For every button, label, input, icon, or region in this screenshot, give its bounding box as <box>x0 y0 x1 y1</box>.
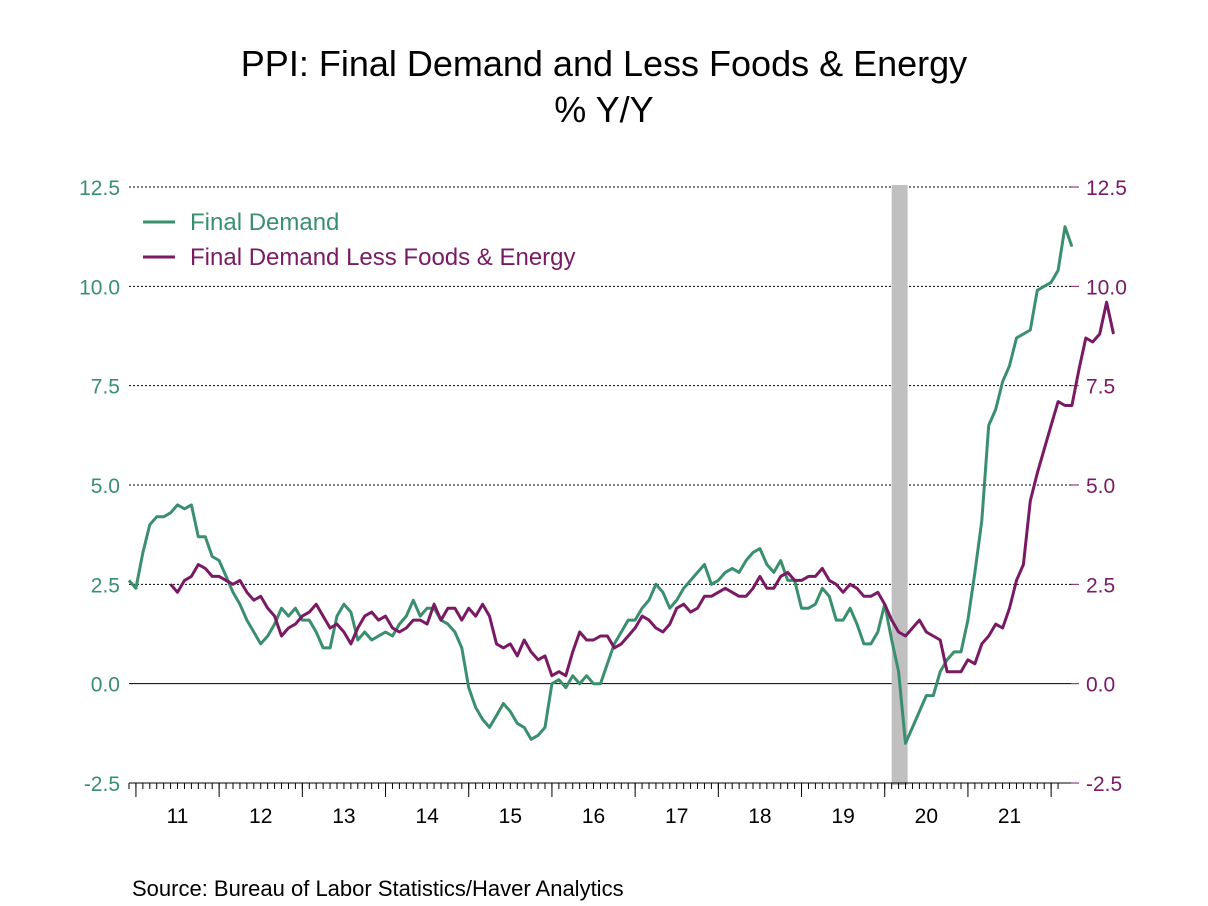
y-tick-label-right: 10.0 <box>1086 276 1127 299</box>
y-tick-label-left: -2.5 <box>84 773 120 796</box>
x-tick-label: 11 <box>167 805 189 828</box>
y-tick-label-right: 2.5 <box>1086 574 1115 597</box>
x-tick-label: 20 <box>915 805 938 828</box>
chart-subtitle: % Y/Y <box>554 89 654 130</box>
chart-title: PPI: Final Demand and Less Foods & Energ… <box>240 43 968 84</box>
axes: 12.5 12.5 10.0 10.0 7.5 7.5 5.0 5.0 2.5 2.5 0.0 0.0… <box>79 177 1127 828</box>
legend: Final Demand Final Demand Less Foods & En… <box>143 209 576 271</box>
x-tick-label: 15 <box>499 805 522 828</box>
x-tick-label: 14 <box>415 805 439 828</box>
legend-label: Final Demand Less Foods & Energy <box>190 244 576 271</box>
y-tick-label-left: 7.5 <box>91 376 120 399</box>
y-tick-label-left: 0.0 <box>91 674 120 697</box>
source-note: Source: Bureau of Labor Statistics/Haver… <box>132 876 624 901</box>
y-tick-label-left: 10.0 <box>79 276 120 299</box>
y-tick-label-right: 0.0 <box>1086 674 1115 697</box>
x-tick-label: 19 <box>831 805 854 828</box>
series-lines <box>127 225 1115 745</box>
y-tick-label-right: 7.5 <box>1086 376 1115 399</box>
legend-label: Final Demand <box>190 209 339 236</box>
y-tick-label-right: 12.5 <box>1086 177 1127 200</box>
series-line-core <box>169 300 1115 678</box>
y-tick-label-right: -2.5 <box>1086 773 1122 796</box>
x-tick-label: 17 <box>665 805 688 828</box>
x-tick-label: 18 <box>748 805 771 828</box>
x-tick-label: 12 <box>249 805 272 828</box>
x-tick-label: 13 <box>332 805 355 828</box>
y-tick-label-left: 2.5 <box>91 574 120 597</box>
x-tick-label: 21 <box>998 805 1021 828</box>
y-tick-label-right: 5.0 <box>1086 475 1115 498</box>
y-tick-label-left: 5.0 <box>91 475 120 498</box>
y-tick-label-left: 12.5 <box>79 177 120 200</box>
x-tick-label: 16 <box>582 805 605 828</box>
